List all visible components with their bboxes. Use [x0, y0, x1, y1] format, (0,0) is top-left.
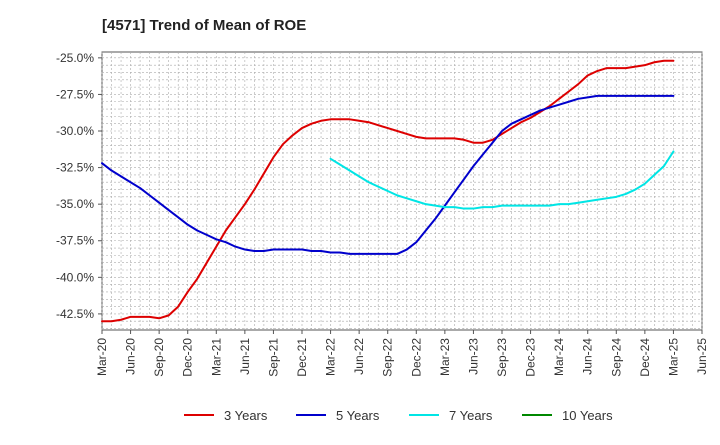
- x-tick-label: Jun-22: [352, 338, 366, 375]
- legend-item-10-years: 10 Years: [522, 408, 613, 423]
- x-tick-label: Sep-23: [495, 338, 509, 377]
- x-tick-label: Mar-21: [209, 338, 223, 376]
- y-tick-label: -25.0%: [56, 51, 94, 65]
- x-tick-label: Jun-24: [581, 338, 595, 375]
- chart-title: [4571] Trend of Mean of ROE: [102, 17, 306, 34]
- x-tick-label: Dec-24: [638, 338, 652, 377]
- x-tick-label: Sep-20: [152, 338, 166, 377]
- x-tick-label: Mar-24: [552, 338, 566, 376]
- x-tick-label: Mar-25: [666, 338, 680, 376]
- x-tick-label: Dec-22: [409, 338, 423, 377]
- x-tick-label: Sep-22: [381, 338, 395, 377]
- x-tick-label: Dec-21: [295, 338, 309, 377]
- legend-label: 10 Years: [562, 408, 613, 423]
- series-line-5-years: [101, 94, 675, 255]
- x-tick-label: Jun-25: [695, 338, 709, 375]
- x-tick-label: Mar-23: [438, 338, 452, 376]
- legend-item-5-years: 5 Years: [296, 408, 380, 423]
- y-tick-label: -32.5%: [56, 161, 94, 175]
- legend-label: 7 Years: [449, 408, 493, 423]
- x-tick-label: Jun-23: [466, 338, 480, 375]
- legend-label: 5 Years: [336, 408, 380, 423]
- y-tick-label: -40.0%: [56, 270, 94, 284]
- legend-item-7-years: 7 Years: [409, 408, 493, 423]
- x-tick-label: Mar-22: [324, 338, 338, 376]
- x-tick-label: Jun-20: [124, 338, 138, 375]
- y-tick-label: -30.0%: [56, 124, 94, 138]
- plot-area: -25.0% -27.5% -30.0% -32.5% -35.0% -37.5% -40.…: [56, 51, 709, 377]
- y-tick-label: -35.0%: [56, 197, 94, 211]
- series-line-7-years: [329, 150, 675, 210]
- y-tick-label: -27.5%: [56, 87, 94, 101]
- legend: 3 Years 5 Years 7 Years 10 Years: [184, 408, 613, 423]
- legend-item-3-years: 3 Years: [184, 408, 268, 423]
- x-tick-label: Mar-20: [95, 338, 109, 376]
- x-tick-label: Dec-23: [524, 338, 538, 377]
- y-tick-label: -37.5%: [56, 234, 94, 248]
- y-tick-label: -42.5%: [56, 307, 94, 321]
- series-line-3-years: [101, 59, 675, 323]
- plot-frame: [101, 51, 703, 331]
- legend-label: 3 Years: [224, 408, 268, 423]
- x-tick-label: Dec-20: [181, 338, 195, 377]
- x-tick-label: Sep-24: [609, 338, 623, 377]
- x-tick-label: Sep-21: [266, 338, 280, 377]
- x-tick-label: Jun-21: [238, 338, 252, 375]
